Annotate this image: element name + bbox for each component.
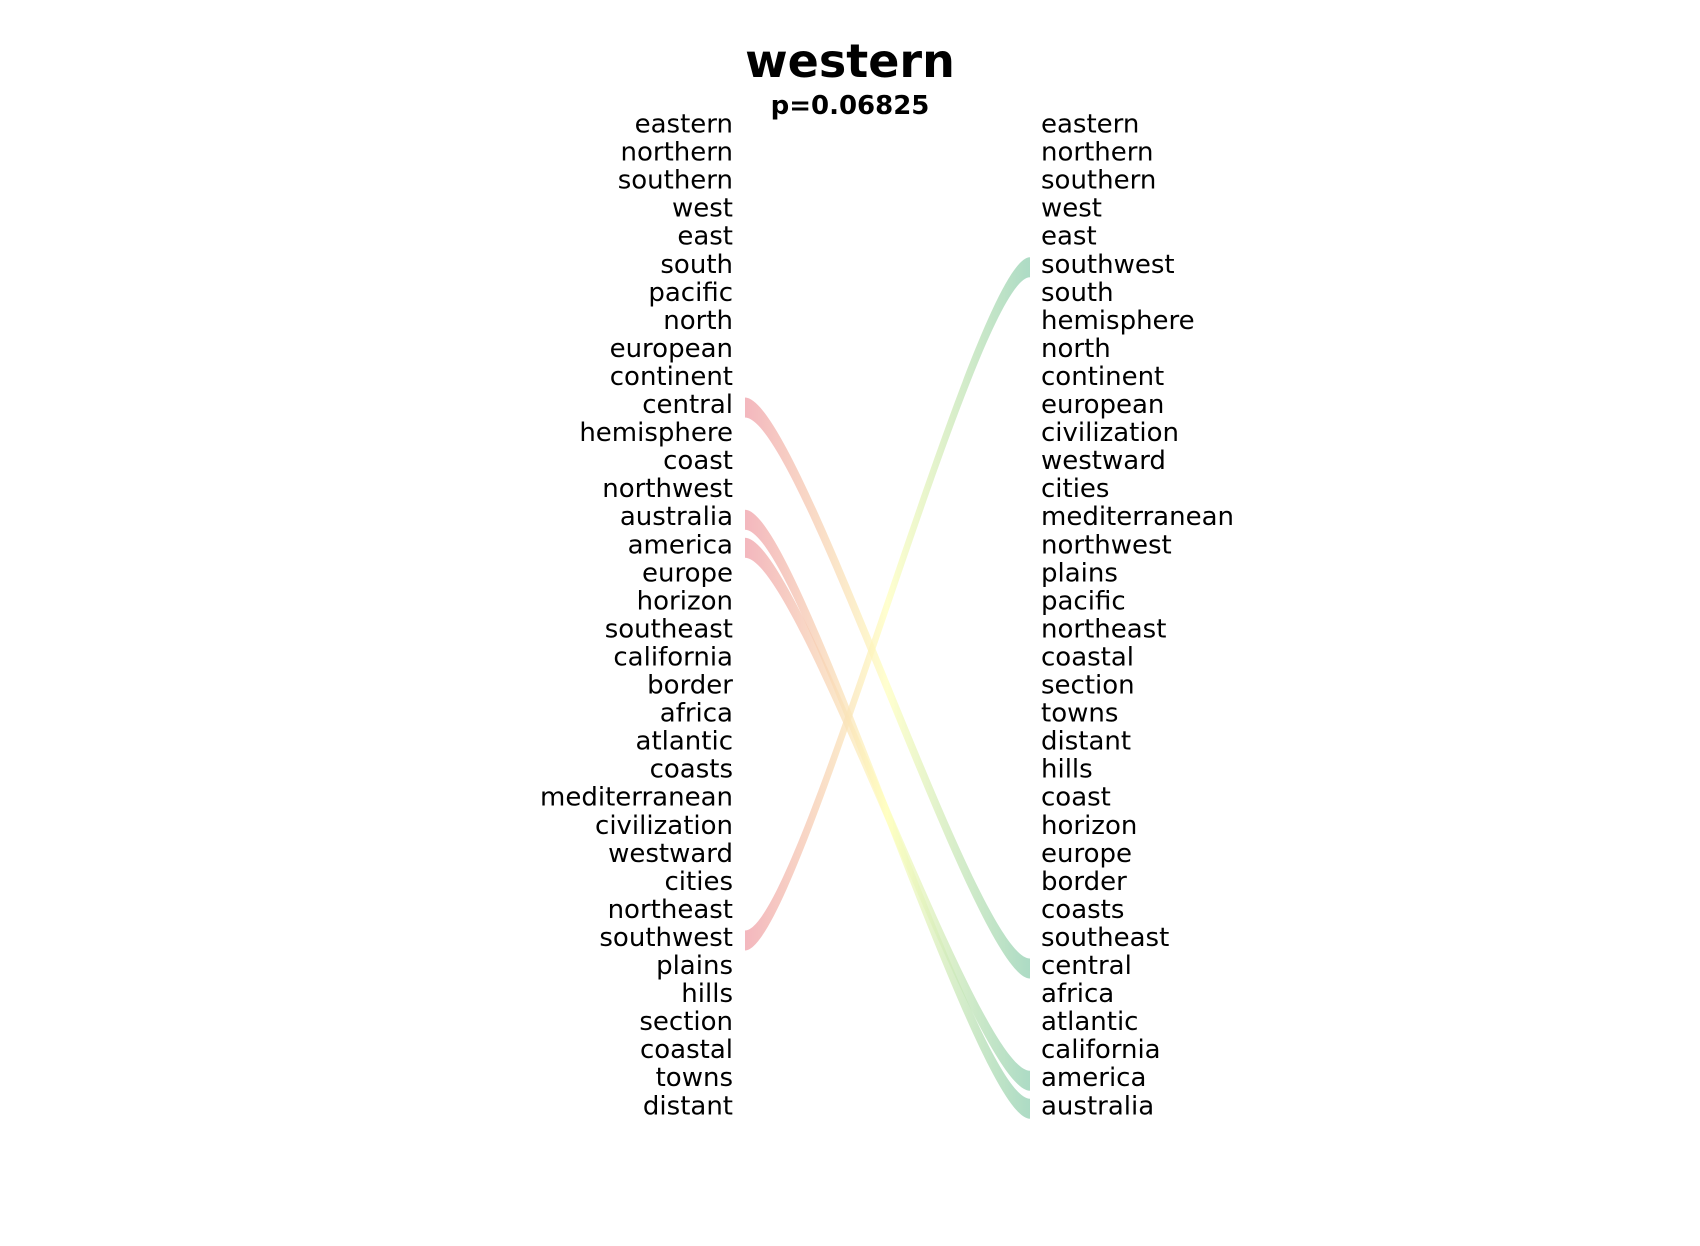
- left-label: civilization: [595, 811, 733, 841]
- left-label: westward: [608, 839, 733, 869]
- right-label: european: [1041, 390, 1164, 420]
- left-label: horizon: [637, 586, 733, 616]
- link-central: [745, 397, 1030, 979]
- left-label: australia: [620, 502, 733, 532]
- chart-subtitle: p=0.06825: [770, 91, 930, 121]
- left-label: european: [610, 334, 733, 364]
- right-label: east: [1041, 222, 1097, 252]
- right-label: southwest: [1041, 250, 1175, 280]
- left-label: continent: [610, 362, 733, 392]
- left-label: pacific: [648, 278, 733, 308]
- left-label: east: [677, 222, 733, 252]
- left-label: section: [639, 1007, 733, 1037]
- left-label: distant: [643, 1091, 733, 1121]
- right-label: northwest: [1041, 530, 1172, 560]
- left-label: southern: [618, 166, 733, 196]
- right-label: africa: [1041, 979, 1114, 1009]
- right-label: horizon: [1041, 811, 1137, 841]
- right-label: northern: [1041, 138, 1153, 168]
- left-label: west: [672, 194, 733, 224]
- left-label: coasts: [650, 755, 733, 785]
- left-label: northern: [621, 138, 733, 168]
- right-label: north: [1041, 334, 1111, 364]
- right-label: civilization: [1041, 418, 1179, 448]
- right-label: continent: [1041, 362, 1164, 392]
- right-label: plains: [1041, 558, 1118, 588]
- right-label: southern: [1041, 166, 1156, 196]
- right-label: section: [1041, 671, 1135, 701]
- chart-title: western: [745, 34, 955, 88]
- left-label: atlantic: [636, 727, 733, 757]
- left-label: hills: [681, 979, 733, 1009]
- right-label: pacific: [1041, 586, 1126, 616]
- left-label: southwest: [599, 923, 733, 953]
- left-label: northeast: [608, 895, 733, 925]
- right-label: coastal: [1041, 642, 1134, 672]
- right-label: coast: [1041, 783, 1111, 813]
- right-label: cities: [1041, 474, 1109, 504]
- left-label: central: [642, 390, 733, 420]
- right-label: australia: [1041, 1091, 1154, 1121]
- left-label: cities: [665, 867, 733, 897]
- left-label: coast: [663, 446, 733, 476]
- left-label: towns: [656, 1063, 733, 1093]
- left-label: eastern: [635, 110, 733, 140]
- right-label: central: [1041, 951, 1132, 981]
- right-label: west: [1041, 194, 1102, 224]
- right-label: eastern: [1041, 110, 1139, 140]
- right-label: hemisphere: [1041, 306, 1195, 336]
- left-label: plains: [656, 951, 733, 981]
- right-label: border: [1041, 867, 1127, 897]
- right-label: distant: [1041, 727, 1131, 757]
- right-label: southeast: [1041, 923, 1169, 953]
- left-label: southeast: [605, 614, 733, 644]
- left-label: hemisphere: [579, 418, 733, 448]
- left-label: america: [628, 530, 733, 560]
- right-label: atlantic: [1041, 1007, 1138, 1037]
- left-label: border: [647, 671, 733, 701]
- link-america: [745, 537, 1030, 1091]
- left-label: south: [660, 250, 733, 280]
- right-label: northeast: [1041, 614, 1166, 644]
- left-label: north: [663, 306, 733, 336]
- right-label: south: [1041, 278, 1114, 308]
- left-label: mediterranean: [540, 783, 733, 813]
- left-label: coastal: [640, 1035, 733, 1065]
- left-label: northwest: [602, 474, 733, 504]
- link-southwest: [745, 257, 1030, 951]
- right-label: westward: [1041, 446, 1166, 476]
- right-label: california: [1041, 1035, 1161, 1065]
- left-label: africa: [660, 699, 733, 729]
- left-label: europe: [642, 558, 733, 588]
- right-label: europe: [1041, 839, 1132, 869]
- right-label: mediterranean: [1041, 502, 1234, 532]
- left-label: california: [613, 642, 733, 672]
- right-label: towns: [1041, 699, 1118, 729]
- right-label: coasts: [1041, 895, 1124, 925]
- right-label: america: [1041, 1063, 1146, 1093]
- right-label: hills: [1041, 755, 1093, 785]
